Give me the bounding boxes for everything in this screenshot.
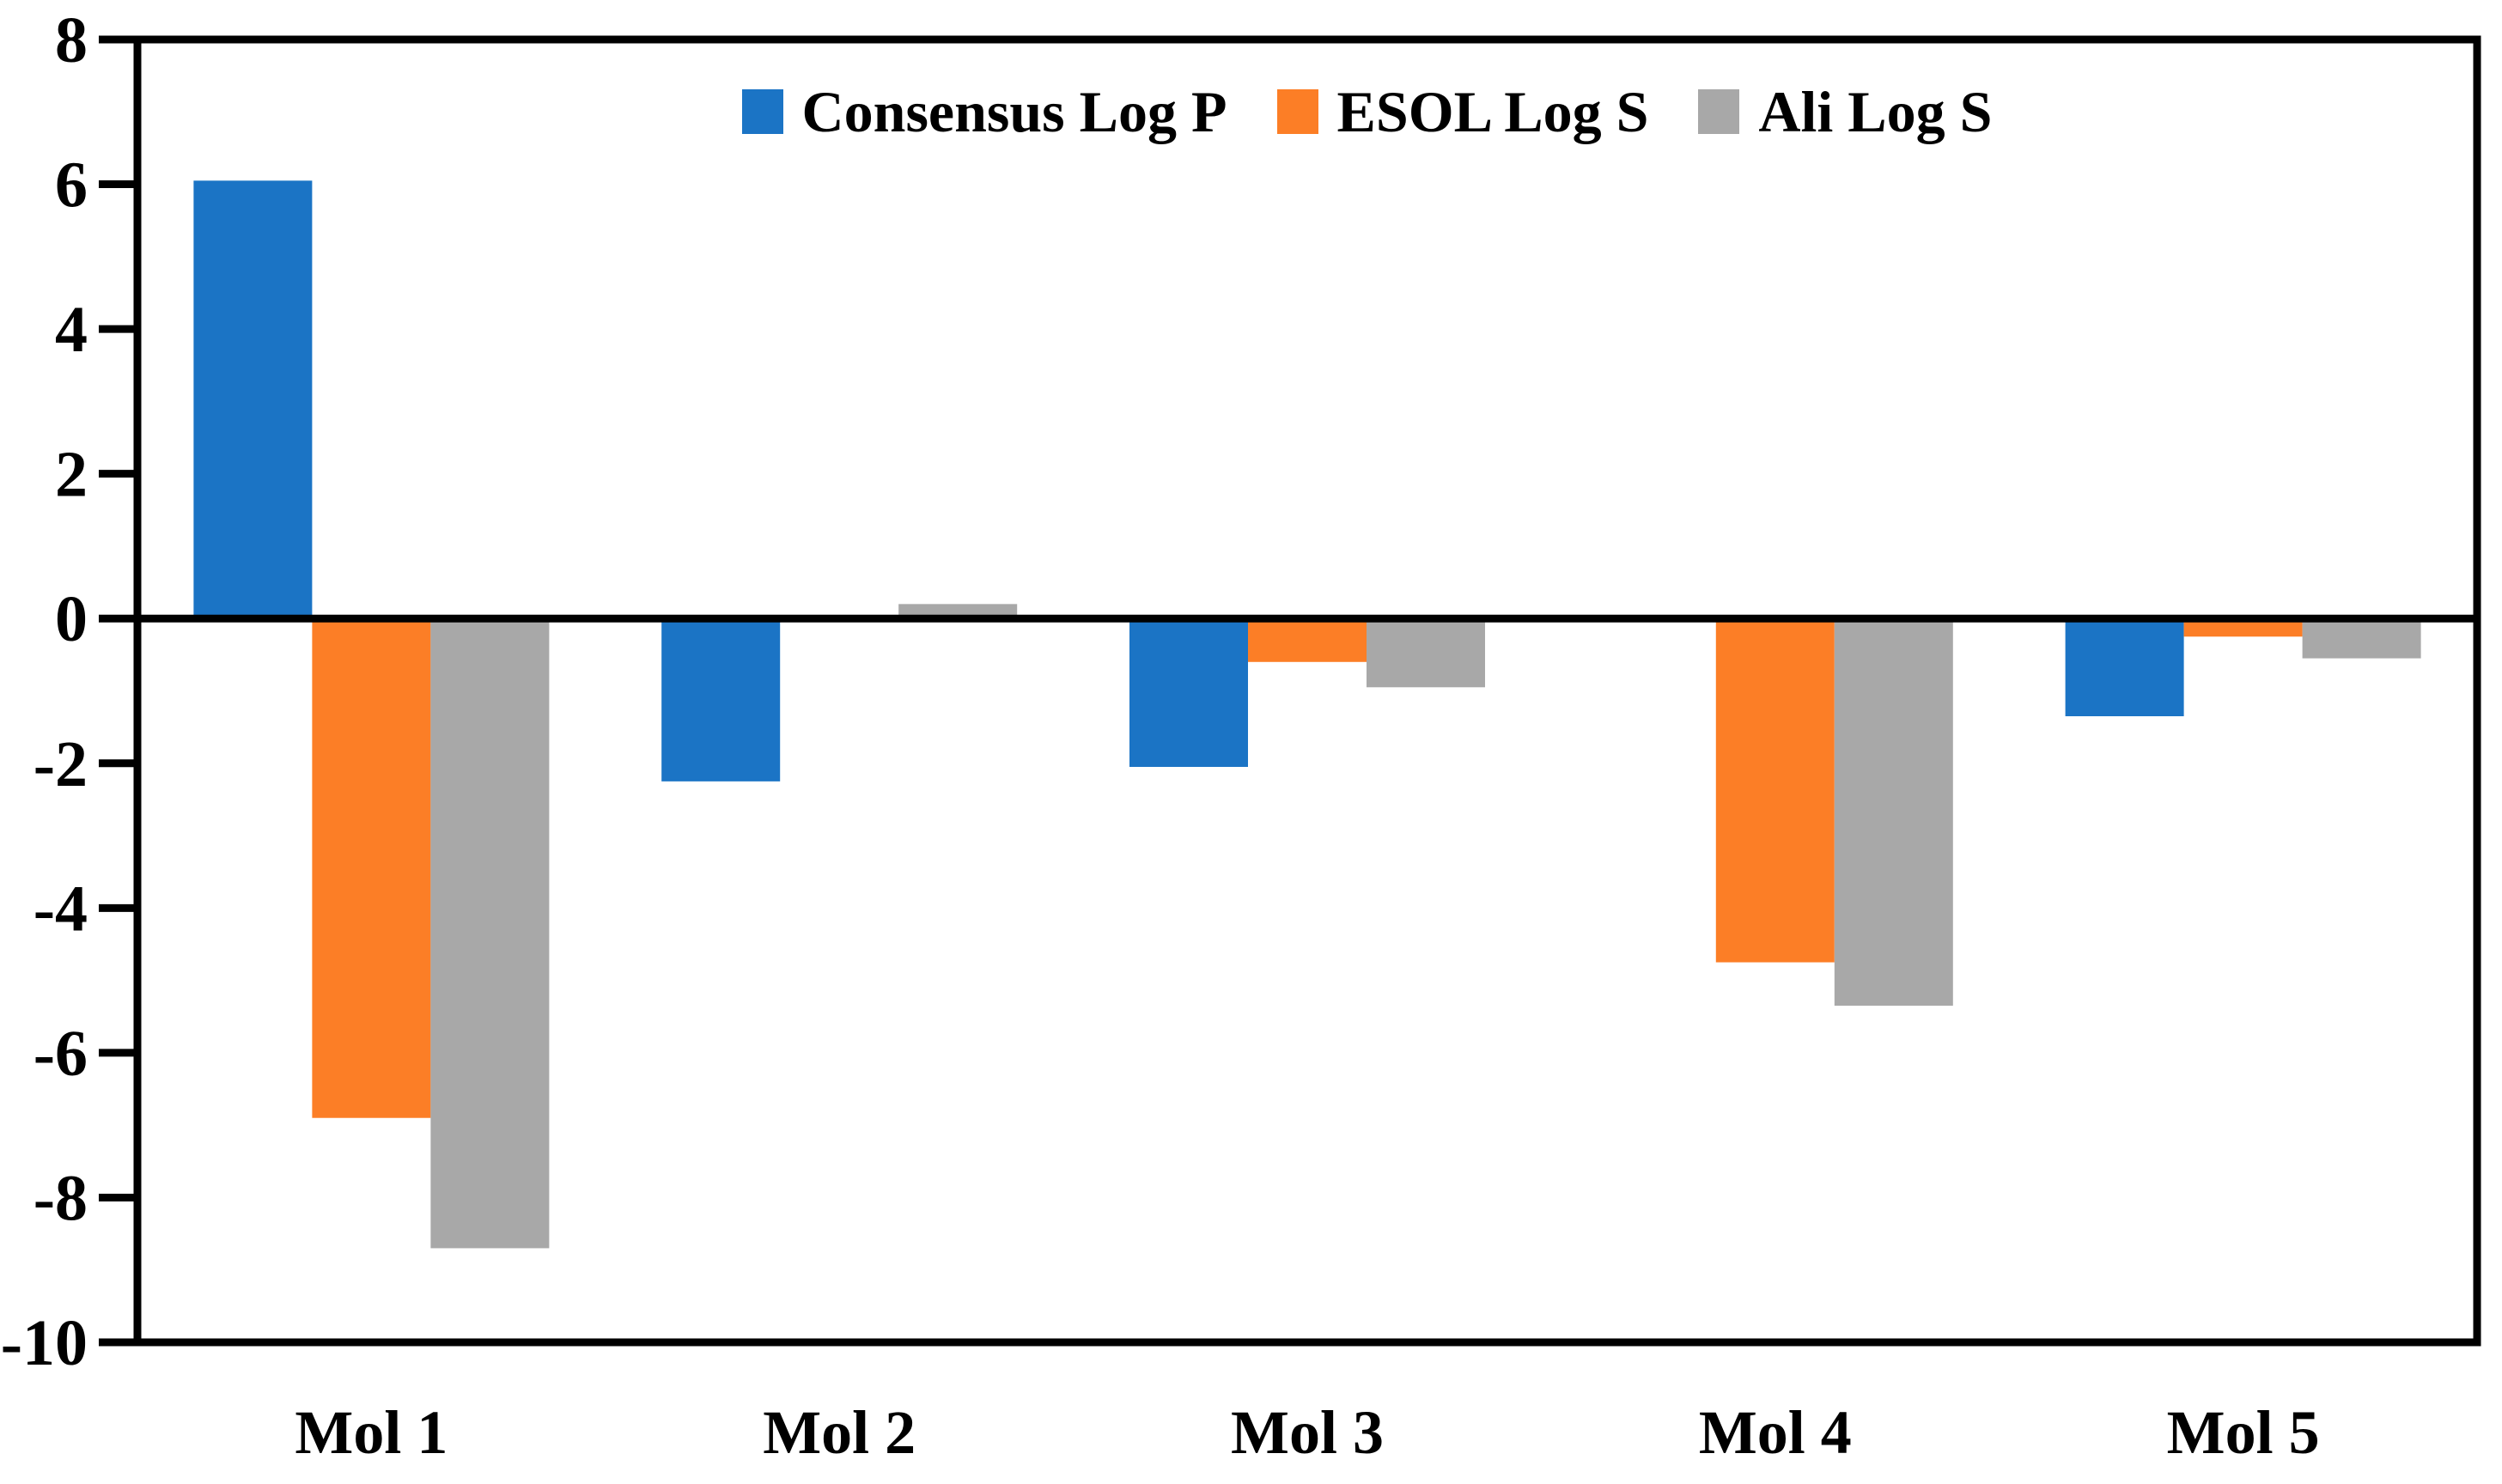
y-axis-label: -10 — [1, 1307, 88, 1379]
y-axis-label: -4 — [33, 873, 88, 945]
y-axis-label: 8 — [55, 4, 88, 76]
bar-consensus-log-p-mol-1 — [193, 180, 313, 619]
y-axis-label: 2 — [55, 439, 88, 511]
bar-esol-log-s-mol-3 — [1248, 618, 1367, 662]
x-axis-label: Mol 5 — [2167, 1398, 2320, 1467]
x-axis-label: Mol 3 — [1231, 1398, 1384, 1467]
bar-consensus-log-p-mol-2 — [661, 618, 781, 782]
bar-consensus-log-p-mol-3 — [1129, 618, 1248, 767]
bar-ali-log-s-mol-5 — [2302, 618, 2421, 659]
y-axis-label: 6 — [55, 149, 88, 222]
bar-consensus-log-p-mol-5 — [2065, 618, 2184, 716]
y-axis-label: -6 — [33, 1018, 88, 1090]
bar-ali-log-s-mol-4 — [1834, 618, 1953, 1007]
bar-ali-log-s-mol-1 — [430, 618, 550, 1249]
plot-border — [133, 35, 2481, 1347]
bar-esol-log-s-mol-4 — [1715, 618, 1835, 963]
x-axis-label: Mol 1 — [295, 1398, 447, 1467]
y-axis-label: -2 — [33, 728, 88, 800]
bar-esol-log-s-mol-5 — [2183, 618, 2303, 637]
x-axis-label: Mol 2 — [763, 1398, 916, 1467]
x-axis-label: Mol 4 — [1699, 1398, 1852, 1467]
bar-ali-log-s-mol-3 — [1367, 618, 1485, 688]
bar-esol-log-s-mol-1 — [312, 618, 431, 1118]
y-axis-label: -8 — [33, 1162, 88, 1234]
y-axis-label: 4 — [55, 294, 88, 366]
y-axis-label: 0 — [55, 583, 88, 655]
